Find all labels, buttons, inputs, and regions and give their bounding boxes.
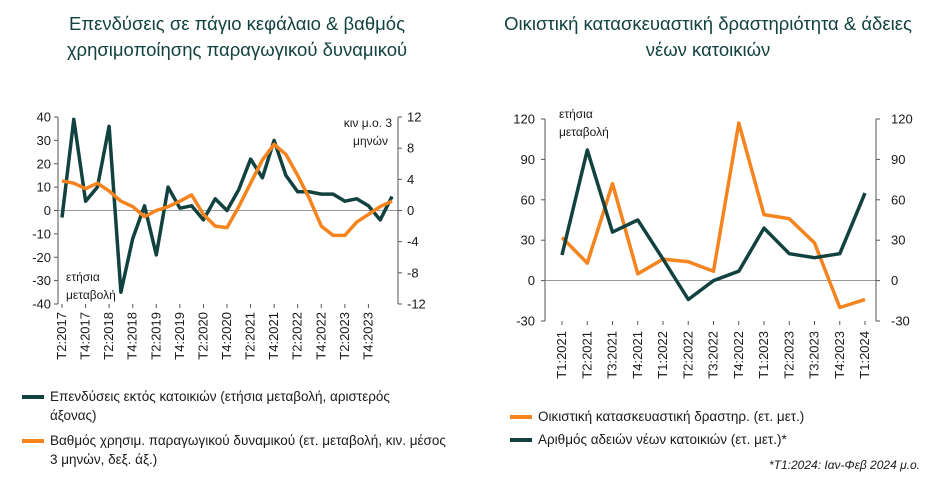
left-x-tick-label: T2:2023	[337, 312, 352, 360]
right-series-permits-line	[560, 148, 867, 302]
left-x-tick-label: T2:2021	[243, 312, 258, 360]
right-y-tick-label: 0	[407, 203, 414, 218]
left-x-tick-label: T4:2020	[219, 312, 234, 360]
legend-label-housing-activity: Οικιστική κατασκευαστική δραστηρ. (ετ. μ…	[538, 409, 805, 424]
left-y-tick-label: 30	[37, 133, 51, 148]
right-chart-right-tick-label: -30	[891, 314, 910, 329]
legend-swatch-investment	[22, 395, 44, 399]
left-y-tick-label: 20	[37, 156, 51, 171]
right-chart-right-tick-label: 30	[891, 233, 905, 248]
left-y-tick-label: -30	[32, 273, 51, 288]
right-x-tick-label: T4:2022	[731, 331, 746, 379]
right-axis-note-line2: μηνών	[353, 134, 388, 148]
right-y-tick-label: -8	[407, 265, 419, 280]
right-x-tick-label: T2:2023	[781, 331, 796, 379]
right-y-tick-label: -4	[407, 234, 419, 249]
left-x-tick-label: T4:2021	[266, 312, 281, 360]
left-chart-title: Επενδύσεις σε πάγιο κεφάλαιο & βαθμός χρ…	[66, 13, 408, 60]
right-x-tick-label: T2:2022	[680, 331, 695, 379]
right-x-tick-label: T4:2023	[832, 331, 847, 379]
left-x-tick-label: T2:2020	[195, 312, 210, 360]
right-y-tick-label: 8	[407, 141, 414, 156]
left-x-tick-label: T2:2018	[101, 312, 116, 360]
left-y-tick-label: 40	[37, 110, 51, 125]
right-chart-right-tick-label: 0	[891, 273, 898, 288]
right-x-tick-label: T3:2022	[706, 331, 721, 379]
right-chart-left-tick-label: 30	[521, 233, 535, 248]
right-chart-right-tick-label: 120	[891, 112, 913, 127]
right-x-tick-label: T3:2023	[807, 331, 822, 379]
left-axis-note-line2: μεταβολή	[66, 288, 116, 302]
right-chart-left-tick-label: 90	[521, 152, 535, 167]
right-chart-left-tick-label: 0	[528, 273, 535, 288]
right-x-tick-label: T1:2023	[756, 331, 771, 379]
right-y-tick-label: -12	[407, 297, 426, 312]
left-x-tick-label: T4:2019	[172, 312, 187, 360]
right-chart-axis-note: ετήσια	[559, 107, 593, 121]
left-y-tick-label: -20	[32, 250, 51, 265]
right-y-tick-label: 4	[407, 172, 414, 187]
legend-label-permits: Αριθμός αδειών νέων κατοικιών (ετ. μετ.)…	[538, 432, 787, 447]
legend-label-investment: Επενδύσεις εκτός κατοικιών (ετήσια μεταβ…	[50, 389, 390, 423]
legend-label-capacity: Βαθμός χρησιμ. παραγωγικού δυναμικού (ετ…	[50, 433, 446, 467]
left-x-tick-label: T4:2018	[125, 312, 140, 360]
left-axis-note: ετήσια	[66, 270, 100, 284]
left-x-tick-label: T4:2017	[78, 312, 93, 360]
left-y-tick-label: -10	[32, 226, 51, 241]
legend-swatch-permits	[510, 438, 532, 442]
left-x-tick-label: T2:2022	[290, 312, 305, 360]
left-y-tick-label: -40	[32, 297, 51, 312]
left-x-tick-label: T2:2017	[54, 312, 69, 360]
right-chart-left-tick-label: -30	[516, 314, 535, 329]
footnote: *T1:2024: Ιαν-Φεβ 2024 μ.ο.	[769, 458, 920, 472]
right-chart-right-tick-label: 90	[891, 152, 905, 167]
left-series-capacity-line	[61, 142, 393, 238]
right-y-tick-label: 12	[407, 110, 421, 125]
left-series-investment-line	[60, 117, 394, 295]
right-x-tick-label: T2:2021	[579, 331, 594, 379]
right-x-tick-label: T1:2022	[655, 331, 670, 379]
right-chart-axis-note-line2: μεταβολή	[559, 125, 609, 139]
legend-swatch-housing-activity	[510, 415, 532, 419]
left-y-tick-label: 10	[37, 180, 51, 195]
right-series-housing-activity-line	[560, 121, 866, 310]
right-x-tick-label: T1:2021	[554, 331, 569, 379]
left-x-tick-label: T4:2022	[313, 312, 328, 360]
left-x-tick-label: T4:2023	[360, 312, 375, 360]
right-x-tick-label: T3:2021	[605, 331, 620, 379]
left-x-tick-label: T2:2019	[148, 312, 163, 360]
right-x-tick-label: T4:2021	[630, 331, 645, 379]
right-chart-title: Οικιστική κατασκευαστική δραστηριότητα &…	[504, 13, 912, 60]
right-axis-note: κιν μ.ο. 3	[344, 116, 393, 130]
left-y-tick-label: 0	[44, 203, 51, 218]
legend-swatch-capacity	[22, 439, 44, 443]
right-chart-right-tick-label: 60	[891, 192, 905, 207]
right-x-tick-label: T1:2024	[857, 331, 872, 379]
right-chart-left-tick-label: 60	[521, 192, 535, 207]
right-chart-left-tick-label: 120	[513, 112, 535, 127]
